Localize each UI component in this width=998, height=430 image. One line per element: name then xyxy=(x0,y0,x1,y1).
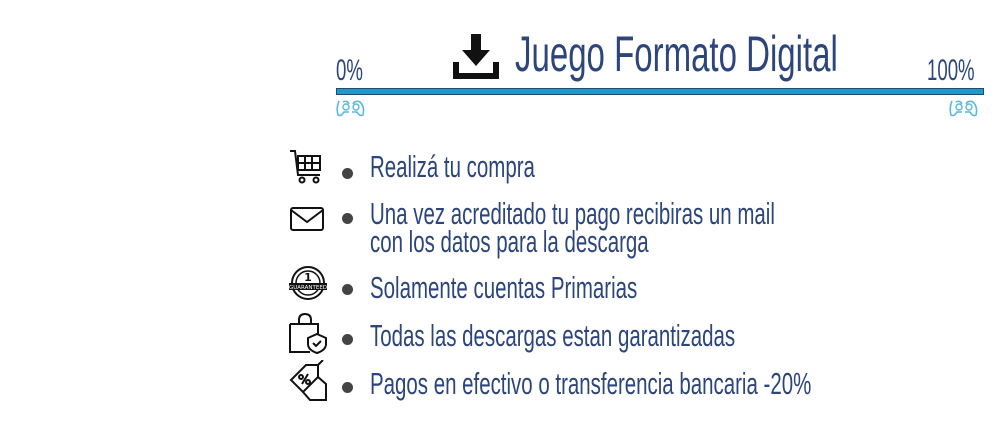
step-text: Una vez acreditado tu pago recibiras un … xyxy=(370,196,983,231)
step-text: con los datos para la descarga xyxy=(370,224,792,259)
step-text: Pagos en efectivo o transferencia bancar… xyxy=(370,366,998,401)
step-text-line: Solamente cuentas Primarias xyxy=(370,270,638,305)
progress-start-label: 0% xyxy=(336,55,379,87)
list-item: Pagos en efectivo o transferencia bancar… xyxy=(280,359,980,404)
gamepad-icon xyxy=(335,98,365,118)
gamepad-icon xyxy=(948,98,978,118)
list-item: 1 GUARANTEED Solamente cuentas Primarias xyxy=(280,264,980,304)
progress-end-text: 100% xyxy=(927,54,975,87)
bullet xyxy=(342,213,353,224)
progress-bar xyxy=(336,88,984,95)
step-text: Realizá tu compra xyxy=(370,149,620,184)
download-icon xyxy=(452,32,500,80)
step-text-line: con los datos para la descarga xyxy=(370,224,649,259)
bullet xyxy=(342,382,353,393)
svg-text:GUARANTEED: GUARANTEED xyxy=(289,285,327,291)
list-item: Una vez acreditado tu pago recibiras un … xyxy=(280,198,980,258)
guaranteed-badge-icon: 1 GUARANTEED xyxy=(288,264,327,302)
discount-tag-icon xyxy=(288,359,327,402)
step-text-line: Realizá tu compra xyxy=(370,149,535,184)
shopping-cart-icon xyxy=(288,148,326,186)
envelope-icon xyxy=(288,200,326,238)
shopping-bag-shield-icon xyxy=(288,312,327,355)
step-text-line: Pagos en efectivo o transferencia bancar… xyxy=(370,366,812,401)
bullet xyxy=(342,334,353,345)
step-text-line: Todas las descargas estan garantizadas xyxy=(370,318,736,353)
svg-text:1: 1 xyxy=(304,271,312,284)
step-text: Solamente cuentas Primarias xyxy=(370,270,775,305)
page-title-text: Juego Formato Digital xyxy=(515,26,838,82)
bullet xyxy=(342,168,353,179)
list-item: Realizá tu compra xyxy=(280,148,980,188)
list-item: Todas las descargas estan garantizadas xyxy=(280,312,980,356)
step-text: Todas las descargas estan garantizadas xyxy=(370,318,923,353)
step-text-line: Una vez acreditado tu pago recibiras un … xyxy=(370,196,775,231)
bullet xyxy=(342,284,353,295)
progress-end-label: 100% xyxy=(927,55,998,87)
page-title: Juego Formato Digital xyxy=(515,26,998,82)
progress-start-text: 0% xyxy=(336,54,363,87)
